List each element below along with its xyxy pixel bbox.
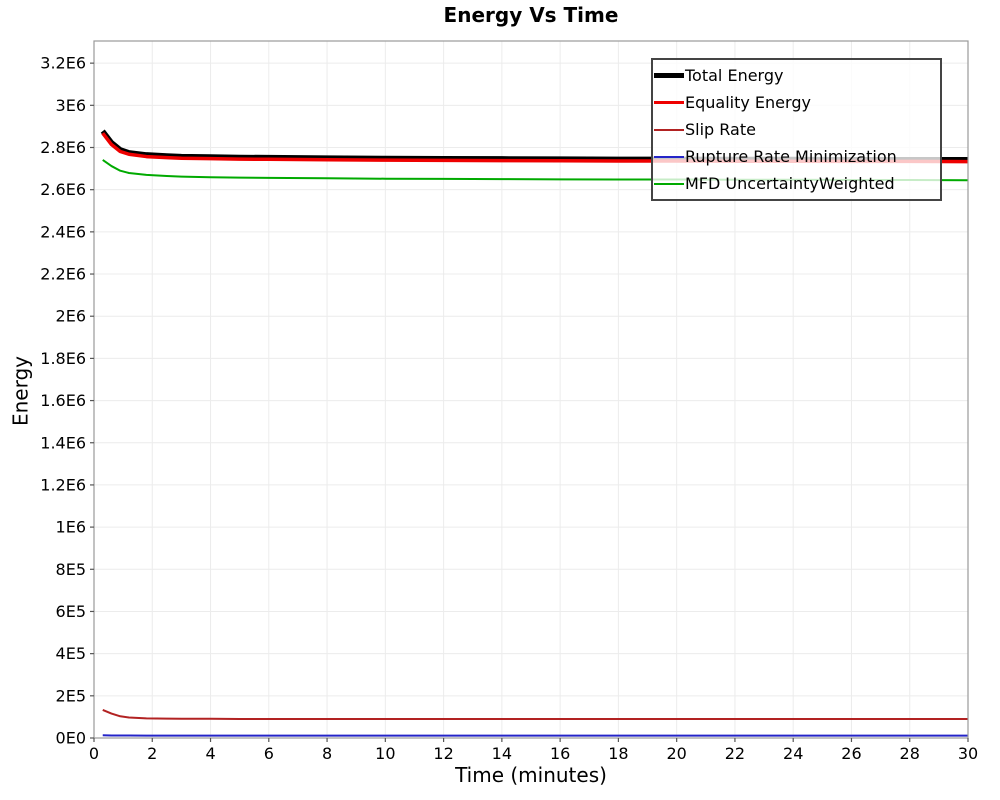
x-tick-label: 14 bbox=[492, 744, 512, 763]
x-tick-label: 4 bbox=[205, 744, 215, 763]
x-tick-label: 2 bbox=[147, 744, 157, 763]
x-tick-label: 12 bbox=[433, 744, 453, 763]
x-tick-label: 24 bbox=[783, 744, 803, 763]
x-tick-label: 28 bbox=[900, 744, 920, 763]
legend-label: Rupture Rate Minimization bbox=[685, 147, 897, 166]
x-tick-label: 0 bbox=[89, 744, 99, 763]
legend-item-rupture-rate-minimization: Rupture Rate Minimization bbox=[654, 147, 940, 166]
legend-label: MFD UncertaintyWeighted bbox=[685, 174, 895, 193]
series-line-slip-rate bbox=[102, 709, 968, 721]
y-tick-label: 2E5 bbox=[56, 686, 86, 705]
y-tick-label: 4E5 bbox=[56, 644, 86, 663]
x-tick-label: 22 bbox=[725, 744, 745, 763]
legend-box: Total Energy Equality Energy Slip Rate Rupt… bbox=[651, 58, 942, 201]
legend-item-equality-energy: Equality Energy bbox=[654, 93, 940, 112]
x-tick-label: 10 bbox=[375, 744, 395, 763]
plot-border bbox=[93, 40, 969, 739]
y-tick-label: 1.4E6 bbox=[40, 433, 86, 452]
x-tick-label: 30 bbox=[958, 744, 978, 763]
y-tick-label: 2.2E6 bbox=[40, 265, 86, 284]
y-tick-label: 2.8E6 bbox=[40, 138, 86, 157]
x-axis-title: Time (minutes) bbox=[455, 763, 607, 787]
chart-title: Energy Vs Time bbox=[443, 3, 619, 27]
y-tick-label: 6E5 bbox=[56, 602, 86, 621]
legend-item-slip-rate: Slip Rate bbox=[654, 120, 940, 139]
y-tick-label: 3.2E6 bbox=[40, 54, 86, 73]
y-tick-label: 1.6E6 bbox=[40, 391, 86, 410]
legend-item-mfd-uncertaintyweighted: MFD UncertaintyWeighted bbox=[654, 174, 940, 193]
x-tick-label: 6 bbox=[264, 744, 274, 763]
y-tick-label: 1.8E6 bbox=[40, 349, 86, 368]
legend-line-sample-icon bbox=[654, 101, 684, 104]
legend-item-total-energy: Total Energy bbox=[654, 66, 940, 85]
x-tick-label: 18 bbox=[608, 744, 628, 763]
x-tick-label: 20 bbox=[666, 744, 686, 763]
x-tick-label: 8 bbox=[322, 744, 332, 763]
legend-line-sample-icon bbox=[654, 155, 684, 158]
legend-label: Total Energy bbox=[685, 66, 784, 85]
x-tick-label: 16 bbox=[550, 744, 570, 763]
y-tick-label: 0E0 bbox=[56, 729, 86, 748]
y-tick-label: 1.2E6 bbox=[40, 475, 86, 494]
legend-line-sample-icon bbox=[654, 182, 684, 185]
y-axis-title: Energy bbox=[8, 355, 33, 427]
legend-line-sample-icon bbox=[654, 128, 684, 131]
y-tick-label: 1E6 bbox=[56, 518, 86, 537]
legend-line-sample-icon bbox=[654, 73, 684, 78]
legend-label: Slip Rate bbox=[685, 120, 756, 139]
y-tick-label: 2.6E6 bbox=[40, 180, 86, 199]
y-tick-label: 2.4E6 bbox=[40, 222, 86, 241]
x-tick-label: 26 bbox=[841, 744, 861, 763]
y-tick-label: 3E6 bbox=[56, 96, 86, 115]
legend-label: Equality Energy bbox=[685, 93, 811, 112]
y-tick-label: 2E6 bbox=[56, 307, 86, 326]
y-tick-label: 8E5 bbox=[56, 560, 86, 579]
